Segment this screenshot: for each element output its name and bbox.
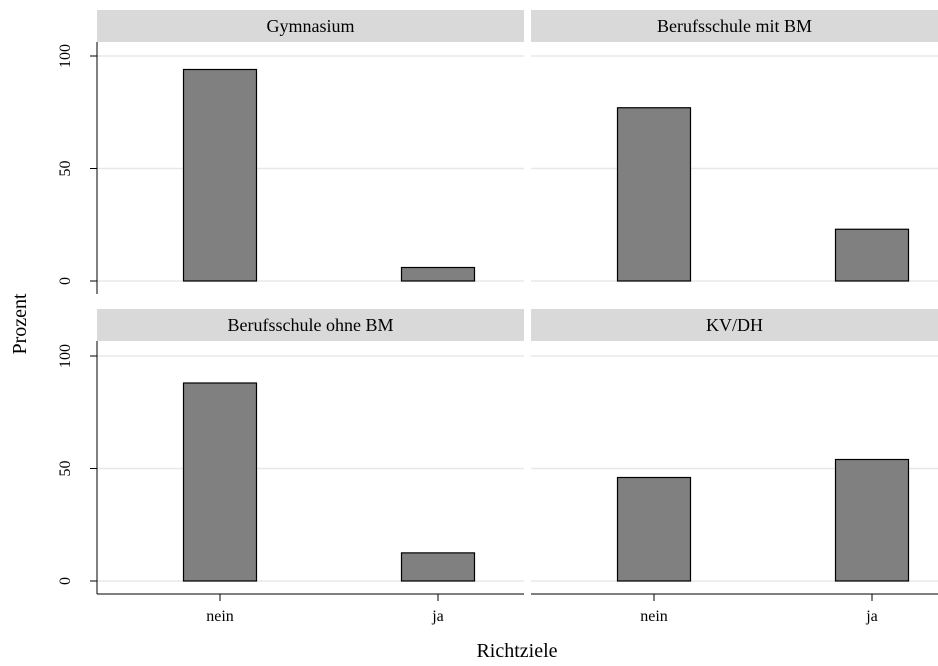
x-tick-label: nein xyxy=(640,608,668,625)
bar-ja xyxy=(834,458,910,582)
panel-2: Berufsschule ohne BM 0 50 100 nein ja xyxy=(57,309,524,625)
y-axis-title: Prozent xyxy=(9,293,31,355)
y-tick-label: 50 xyxy=(57,461,74,477)
panel-title: Berufsschule ohne BM xyxy=(228,315,394,335)
y-tick-label: 100 xyxy=(57,344,74,368)
panels: Gymnasium 0 50 100 Berufsschule mit BM Berufs… xyxy=(57,10,938,625)
panel-strip xyxy=(531,309,938,341)
panel-title: Berufsschule mit BM xyxy=(657,16,812,36)
panel-strip xyxy=(97,309,524,341)
bar-nein xyxy=(616,476,692,582)
panel-strip xyxy=(531,10,938,42)
y-tick-label: 0 xyxy=(57,577,74,585)
bar-nein xyxy=(182,382,258,582)
panel-title: Gymnasium xyxy=(267,16,355,36)
y-tick-label: 0 xyxy=(57,277,74,285)
x-tick-label: ja xyxy=(865,608,878,625)
panel-title: KV/DH xyxy=(706,315,763,335)
bar-ja xyxy=(834,228,910,282)
y-tick-label: 50 xyxy=(57,161,74,177)
x-axis-title: Richtziele xyxy=(476,640,557,662)
bar-ja xyxy=(400,552,476,582)
panel-1: Berufsschule mit BM xyxy=(531,10,938,282)
panel-strip xyxy=(97,10,524,42)
bar-nein xyxy=(616,107,692,282)
panel-0: Gymnasium 0 50 100 xyxy=(57,10,524,294)
x-tick-label: nein xyxy=(206,608,234,625)
x-tick-label: ja xyxy=(431,608,444,625)
bar-nein xyxy=(182,68,258,282)
y-tick-label: 100 xyxy=(57,44,74,68)
panel-3: KV/DH nein ja xyxy=(531,309,938,625)
bar-ja xyxy=(400,266,476,282)
